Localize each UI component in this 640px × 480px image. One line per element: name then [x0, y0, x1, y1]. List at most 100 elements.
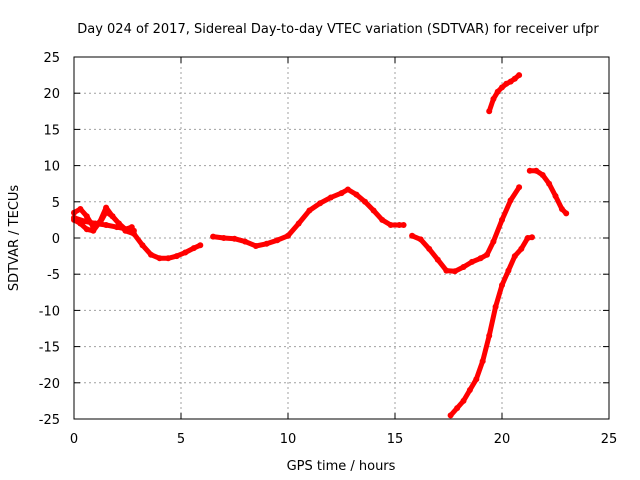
data-point: [396, 222, 403, 228]
data-point: [558, 206, 565, 212]
y-tick-label: 15: [43, 123, 60, 138]
data-point: [507, 197, 514, 204]
data-point: [499, 84, 505, 91]
data-point: [148, 251, 154, 258]
data-point: [400, 222, 407, 228]
x-tick-label: 5: [177, 432, 185, 447]
data-point: [451, 268, 458, 275]
data-point: [156, 255, 163, 262]
data-point: [466, 387, 473, 393]
data-point: [182, 249, 189, 256]
y-tick-label: -20: [39, 377, 60, 392]
data-point: [285, 232, 291, 239]
x-tick-label: 25: [601, 432, 618, 447]
data-point: [103, 222, 110, 228]
data-point: [516, 72, 523, 79]
y-tick-label: 0: [52, 232, 60, 247]
data-point: [443, 267, 450, 274]
data-point: [486, 108, 493, 115]
data-point: [434, 256, 441, 263]
y-tick-label: 25: [43, 51, 60, 66]
data-point: [190, 245, 197, 252]
series-arc-3: [71, 214, 137, 234]
data-point: [460, 264, 467, 270]
data-point: [344, 186, 351, 193]
data-point: [77, 206, 84, 212]
data-point: [103, 204, 110, 211]
data-point: [353, 191, 360, 198]
chart-title: Day 024 of 2017, Sidereal Day-to-day VTE…: [77, 22, 599, 37]
data-point: [511, 75, 518, 82]
data-point: [109, 213, 116, 220]
data-point: [526, 167, 533, 174]
tick-labels: 0 5 10 15 20 25 -25 -20 -15 -10 -5 0 5 10 15 20 25: [39, 51, 618, 447]
data-point: [124, 226, 131, 233]
data-point: [409, 232, 416, 239]
data-point: [499, 216, 505, 223]
data-point: [490, 96, 497, 102]
data-point: [492, 303, 499, 310]
data-point: [563, 210, 570, 217]
series-arc-8: [526, 167, 570, 217]
data-point: [81, 218, 88, 225]
series-arc-1: [71, 206, 204, 262]
data-point: [494, 88, 501, 95]
series-group: [71, 72, 570, 419]
series-arc-4: [210, 186, 407, 249]
data-point: [460, 397, 467, 404]
data-point: [484, 251, 490, 258]
data-point: [173, 253, 180, 260]
data-point: [263, 240, 270, 247]
x-tick-label: 10: [280, 432, 297, 447]
data-point: [505, 267, 512, 274]
data-point: [242, 238, 249, 245]
series-arc-6: [447, 234, 535, 419]
data-point: [165, 255, 172, 262]
y-tick-label: -10: [39, 304, 60, 319]
data-point: [507, 78, 514, 85]
y-axis-label: SDTVAR / TECUs: [7, 185, 22, 292]
data-point: [479, 358, 486, 365]
series-line: [409, 184, 522, 274]
data-point: [83, 213, 90, 220]
data-point: [130, 227, 137, 234]
data-point: [274, 237, 281, 244]
series-line: [448, 234, 535, 418]
data-point: [469, 258, 475, 265]
data-point: [486, 332, 493, 339]
data-point: [338, 190, 345, 197]
data-point: [529, 234, 535, 241]
data-point: [139, 242, 146, 249]
data-point: [477, 255, 484, 262]
plot-frame: [73, 56, 610, 420]
y-tick-label: -5: [47, 268, 60, 283]
y-tick-label: -25: [39, 413, 60, 428]
data-point: [518, 245, 525, 252]
data-point: [327, 194, 334, 201]
data-point: [92, 220, 99, 227]
y-tick-label: 5: [52, 196, 60, 211]
data-point: [539, 172, 546, 178]
grid: [74, 57, 609, 419]
data-point: [447, 412, 454, 419]
data-point: [197, 242, 204, 249]
y-tick-label: 20: [43, 87, 60, 102]
x-tick-label: 0: [70, 432, 78, 447]
y-tick-label: 10: [43, 160, 60, 175]
data-point: [370, 207, 377, 214]
data-point: [473, 376, 480, 383]
data-point: [387, 222, 394, 228]
data-point: [220, 235, 227, 241]
data-point: [417, 236, 424, 243]
data-point: [552, 193, 559, 199]
data-point: [511, 253, 518, 260]
data-point: [362, 198, 368, 205]
data-point: [490, 238, 497, 245]
data-point: [454, 405, 461, 412]
data-point: [317, 200, 324, 207]
series-arc-5: [409, 184, 523, 275]
data-point: [113, 224, 120, 231]
data-point: [252, 243, 259, 249]
data-point: [210, 233, 217, 240]
